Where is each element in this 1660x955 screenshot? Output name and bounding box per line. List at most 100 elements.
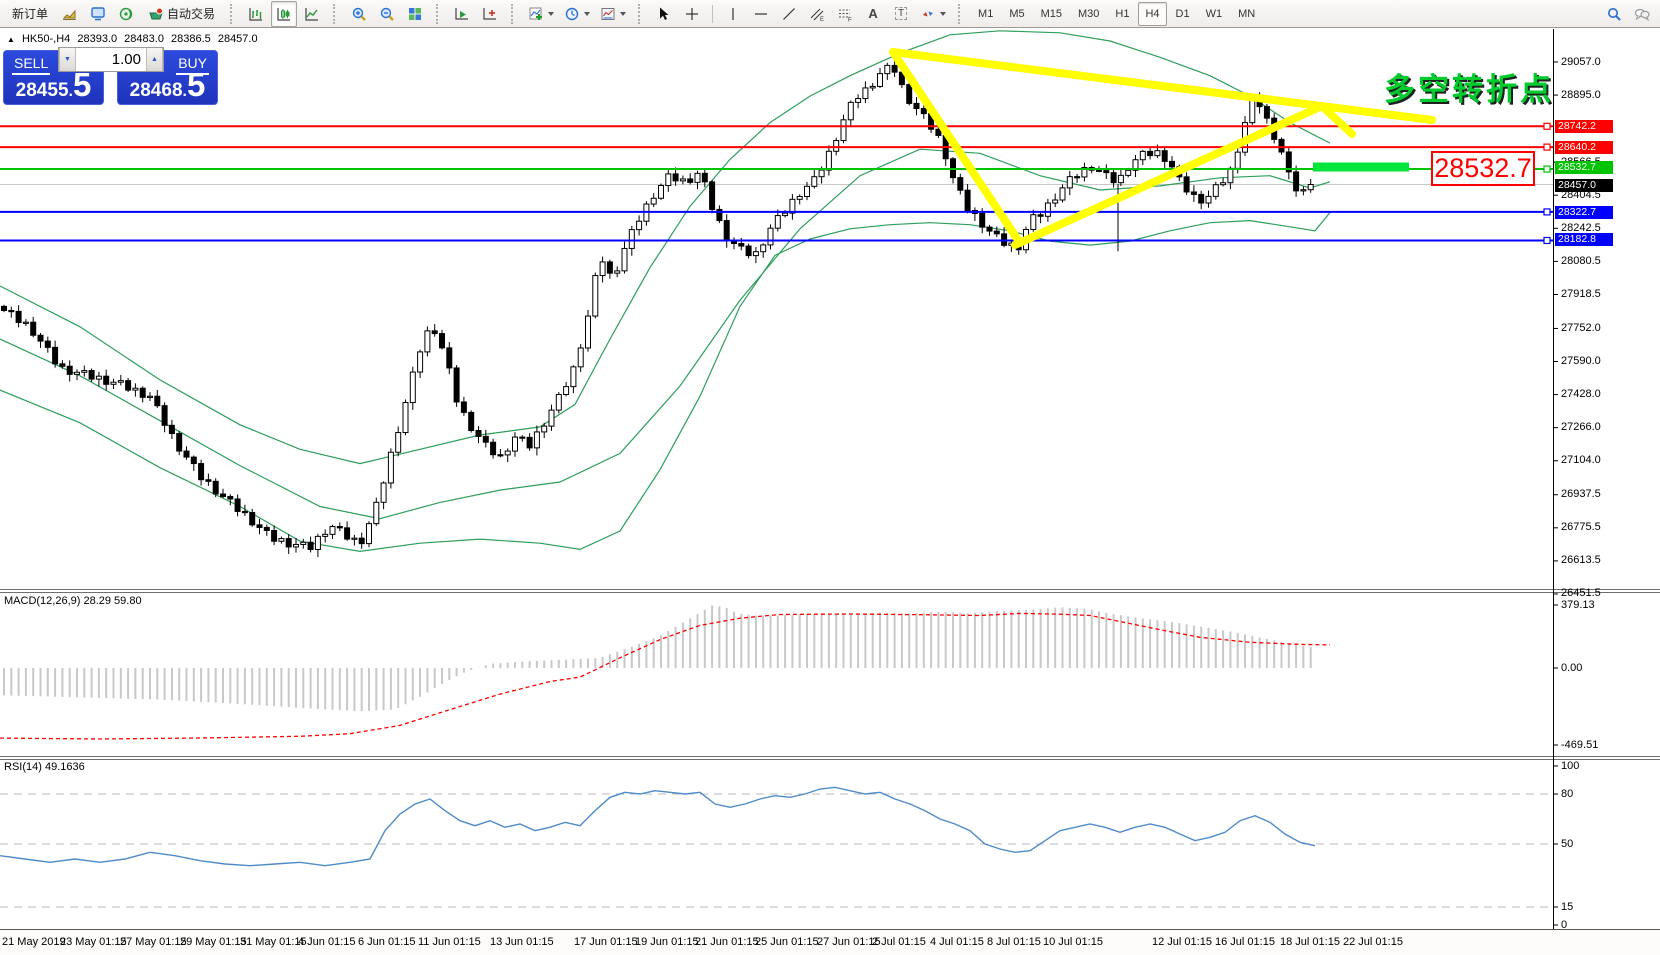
candle	[66, 365, 73, 375]
time-axis[interactable]: 21 May 2019 23 May 01:15 27 May 01:15 29 Ma…	[0, 929, 1660, 955]
candle	[30, 321, 37, 336]
fibonacci-tool-button[interactable]: F	[832, 1, 858, 27]
main-toolbar: 新订单 自动交易	[0, 0, 1660, 28]
candle	[52, 346, 59, 365]
timeframe-button-d1[interactable]: D1	[1175, 7, 1190, 20]
chevron-down-icon	[620, 11, 627, 16]
candle	[490, 441, 497, 456]
candle	[446, 347, 453, 369]
timeframe-button-m5[interactable]: M5	[1009, 7, 1025, 20]
candle	[782, 212, 789, 217]
price-level-chip: 28457.0	[1555, 178, 1613, 192]
crosshair-tool-button[interactable]	[679, 1, 705, 27]
time-tick-label: 16 Jul 01:15	[1215, 936, 1275, 948]
candle	[913, 102, 920, 110]
candle	[1220, 182, 1227, 186]
timeframe-button-m1[interactable]: M1	[978, 7, 994, 20]
timeframe-button-mn[interactable]: MN	[1238, 7, 1256, 20]
price-level-chip: 28742.2	[1555, 119, 1613, 133]
terminal-icon[interactable]	[85, 1, 111, 27]
timeframe-button-m15[interactable]: M15	[1040, 7, 1062, 20]
equidistant-channel-tool-button[interactable]: E	[804, 1, 830, 27]
candle	[694, 172, 701, 183]
candle	[366, 523, 372, 545]
periods-button[interactable]	[560, 1, 594, 27]
buy-label: BUY	[176, 55, 209, 75]
sell-price: 28455.5	[15, 66, 92, 103]
main-macd-divider[interactable]	[0, 589, 1660, 593]
time-tick-label: 8 Jul 01:15	[987, 936, 1041, 948]
candle	[263, 526, 270, 531]
trendline	[1011, 102, 1326, 249]
text-tool-icon: A	[868, 6, 878, 21]
candle	[606, 261, 613, 274]
autotrading-label: 自动交易	[167, 7, 216, 21]
new-order-button[interactable]: 新订单	[12, 7, 49, 21]
zoom-out-button[interactable]	[374, 1, 400, 27]
horizontal-line-tool-button[interactable]	[748, 1, 774, 27]
auto-scroll-button[interactable]	[449, 1, 475, 27]
text-tool-button[interactable]: A	[860, 1, 886, 27]
market-watch-icon[interactable]	[57, 1, 83, 27]
rsi-label: RSI(14) 49.1636	[4, 761, 85, 773]
candle	[1300, 189, 1307, 192]
candle	[1139, 150, 1146, 161]
candlestick-chart-button[interactable]	[271, 0, 298, 27]
toolbar-grip	[638, 3, 643, 24]
trendline-tool-button[interactable]	[776, 1, 802, 27]
line-chart-button[interactable]	[299, 1, 325, 27]
candle	[658, 185, 664, 199]
chart-shift-button[interactable]	[477, 1, 503, 27]
cursor-tool-button[interactable]	[651, 1, 677, 27]
candle	[555, 394, 562, 411]
autotrading-button[interactable]: 自动交易	[141, 1, 222, 27]
search-button[interactable]	[1601, 1, 1627, 27]
buy-button[interactable]: BUY 28468.5	[117, 50, 218, 105]
chat-button[interactable]	[1629, 1, 1655, 27]
timeframe-button-m30[interactable]: M30	[1078, 7, 1100, 20]
collapse-panel-icon[interactable]: ▲	[7, 35, 15, 44]
volume-decrease-button[interactable]: ▼	[59, 48, 76, 71]
price-callout-box[interactable]: 28532.7	[1431, 151, 1535, 186]
templates-button[interactable]	[596, 1, 630, 27]
macd-signal-line	[0, 612, 1331, 740]
timeframe-button-w1[interactable]: W1	[1205, 7, 1223, 20]
support-highlight-bar	[1313, 162, 1409, 172]
bar-chart-button[interactable]	[243, 1, 269, 27]
candle	[249, 512, 256, 526]
zoom-in-button[interactable]	[346, 1, 372, 27]
candle	[1147, 150, 1154, 157]
candle	[482, 435, 489, 443]
turning-point-annotation[interactable]: 多空转折点	[1384, 72, 1554, 107]
vertical-line-tool-button[interactable]	[720, 1, 746, 27]
candle	[855, 98, 862, 103]
timeframe-button-h4[interactable]: H4	[1138, 1, 1167, 26]
timeframe-group: M1 M5 M15 M30 H1 H4 D1 W1 MN	[970, 1, 1263, 26]
timeframe-button-h1[interactable]: H1	[1115, 7, 1130, 20]
candle	[738, 243, 745, 247]
axis-tick-label: 26613.5	[1561, 554, 1601, 567]
candle	[548, 409, 555, 427]
price-axis[interactable]: 29057.028895.028566.528404.528242.528080…	[1553, 29, 1660, 931]
time-tick-label: 25 Jun 01:15	[755, 936, 819, 948]
strategy-tester-icon[interactable]	[113, 1, 139, 27]
arrows-tool-button[interactable]	[916, 1, 950, 27]
text-label-tool-button[interactable]: T	[888, 1, 914, 27]
candle	[307, 541, 314, 550]
candle	[884, 64, 891, 75]
label-tool-icon: T	[894, 7, 908, 20]
ohlc-open: 28393.0	[77, 33, 118, 45]
candle	[74, 371, 80, 375]
indicators-button[interactable]	[524, 1, 558, 27]
symbol-info-line: ▲ HK50-,H4 28393.0 28483.0 28386.5 28457…	[7, 33, 262, 45]
volume-increase-button[interactable]: ▲	[146, 48, 163, 71]
macd-rsi-divider[interactable]	[0, 756, 1660, 760]
candle	[1161, 150, 1168, 162]
tile-windows-button[interactable]	[402, 1, 428, 27]
candle	[804, 185, 810, 198]
candle	[278, 538, 285, 542]
candle	[650, 197, 657, 205]
axis-tick-label: 26451.5	[1561, 587, 1601, 600]
volume-input[interactable]	[76, 48, 146, 71]
candle	[1154, 150, 1161, 157]
